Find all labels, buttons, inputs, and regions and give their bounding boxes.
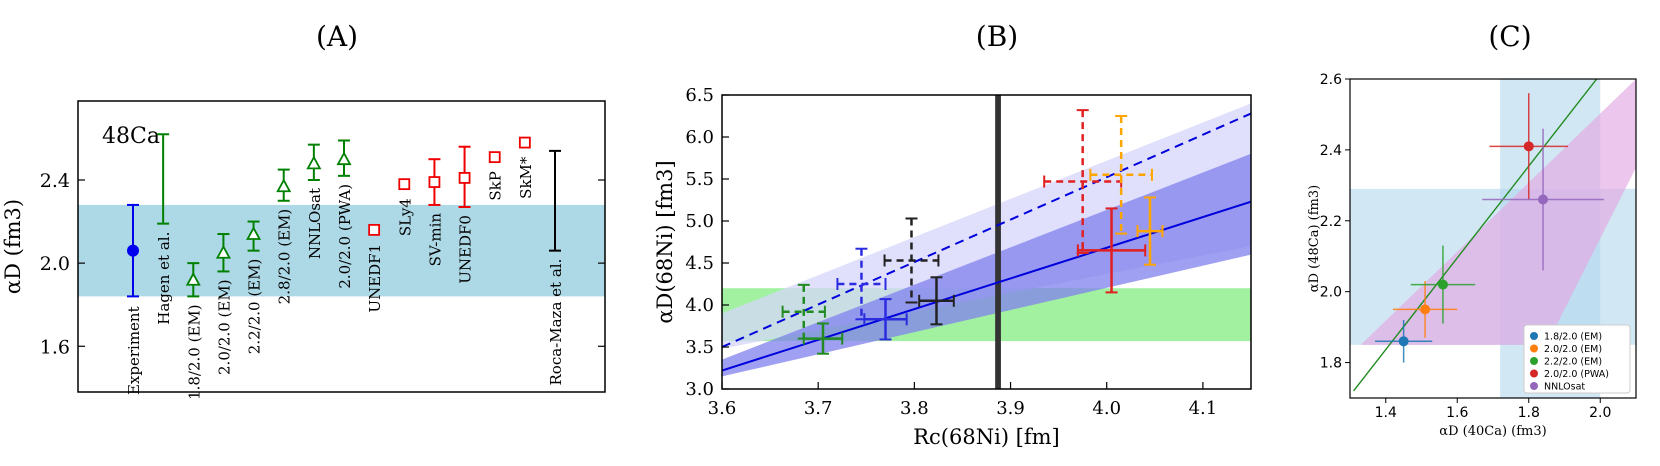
data-point [368, 223, 381, 236]
wedge-band [722, 153, 1251, 377]
data-point [246, 226, 262, 240]
data-point [428, 176, 441, 188]
legend-label: 2.2/2.0 (EM) [1544, 357, 1602, 368]
y-tick-label: 2.4 [1320, 143, 1342, 159]
data-point [1538, 194, 1549, 205]
panel-c-label: (C) [1488, 20, 1531, 53]
y-tick-label: 2.0 [40, 253, 70, 275]
legend-marker [1530, 357, 1538, 365]
annotation-48ca: 48Ca [102, 124, 160, 149]
y-tick-label: 1.8 [1320, 356, 1342, 372]
point-label: SLy4 [396, 198, 414, 236]
y-tick-label: 2.0 [1320, 285, 1342, 301]
panel-c: 1.4 1.6 1.8 2.0 1.8 2.0 2.2 2.4 2.6 αD (40Ca) (fm… [1307, 72, 1637, 439]
y-tick-label: 3.0 [685, 379, 714, 400]
legend-box [1523, 324, 1631, 394]
point-label: SV-min [426, 213, 444, 267]
y-tick-label: 5.0 [685, 211, 714, 232]
legend-label: 1.8/2.0 (EM) [1544, 332, 1602, 343]
y-tick-label: 1.6 [40, 336, 70, 358]
data-point [1398, 336, 1409, 347]
y-tick-label: 6.0 [685, 127, 714, 148]
experiment-band [78, 204, 605, 297]
y-tick-label: 2.2 [1320, 214, 1342, 230]
data-point [276, 178, 292, 193]
point-label: Roca-Maza et al. [547, 259, 565, 386]
y-tick-label: 2.4 [40, 170, 70, 192]
x-tick-label: 3.9 [996, 398, 1025, 419]
panel-a: 1.6 2.0 2.4 αD (fm3) 48Ca Experiment Hagen et … [1, 100, 606, 400]
y-tick-label: 3.5 [685, 337, 714, 358]
panel-b-label: (B) [976, 20, 1018, 53]
legend-marker [1530, 369, 1538, 378]
legend-marker [1530, 344, 1538, 353]
vertical-band [995, 95, 1001, 389]
point-label: Hagen et al. [155, 232, 173, 325]
x-tick-label: 3.6 [708, 398, 737, 419]
data-point [458, 172, 471, 184]
point-label: SkM* [517, 156, 535, 199]
fit-line [722, 112, 1251, 348]
x-tick-label: 3.8 [900, 398, 929, 419]
plot-frame [721, 94, 1252, 390]
data-point [1437, 279, 1448, 290]
data-point [185, 271, 201, 286]
x-axis-label: Rc(68Ni) [fm] [913, 425, 1060, 449]
data-point [488, 151, 501, 164]
data-point [306, 155, 322, 170]
data-point [518, 136, 531, 149]
y-tick-label: 4.0 [685, 295, 714, 316]
legend-marker [1530, 332, 1538, 340]
x-tick-label: 1.8 [1518, 405, 1540, 421]
x-tick-label: 3.7 [804, 398, 833, 419]
point-label: SkP [487, 171, 505, 200]
y-tick-label: 6.5 [685, 85, 714, 106]
y-axis-label: αD (fm3) [1, 199, 25, 294]
x-axis-label: αD (40Ca) (fm3) [1439, 424, 1546, 439]
panel-a-label: (A) [316, 20, 358, 53]
y-axis-label: αD(68Ni) [fm3] [653, 160, 677, 323]
point-label: 2.8/2.0 (EM) [276, 209, 294, 305]
panel-b: 3.6 3.7 3.8 3.9 4.0 4.1 3.0 3.5 4.0 4.5 5.0 5.5 6.0 6… [653, 85, 1252, 449]
data-point [127, 244, 139, 257]
legend-marker [1530, 382, 1538, 390]
y-axis-label: αD (48Ca) (fm3) [1307, 185, 1322, 292]
legend-label: NNLOsat [1544, 382, 1585, 393]
plot-frame [1349, 78, 1637, 399]
point-label: 1.8/2.0 (EM) [185, 304, 203, 400]
y-tick-label: 2.6 [1320, 72, 1342, 88]
point-label: UNEDF0 [457, 215, 475, 284]
point-label: 2.2/2.0 (EM) [246, 259, 264, 355]
point-label: NNLOsat [306, 188, 324, 259]
legend-label: 2.0/2.0 (EM) [1544, 344, 1602, 355]
correlation-band [1350, 79, 1636, 345]
legend-label: 2.0/2.0 (PWA) [1544, 369, 1609, 380]
plot-frame [77, 100, 606, 393]
data-point [215, 244, 231, 259]
data-point [1420, 304, 1431, 315]
x-tick-label: 4.1 [1189, 398, 1218, 419]
y-tick-label: 5.5 [685, 169, 714, 190]
data-point [336, 151, 352, 166]
point-label: 2.0/2.0 (PWA) [336, 184, 354, 289]
x-tick-label: 2.0 [1589, 405, 1611, 421]
data-point [1523, 141, 1534, 152]
x-tick-label: 1.6 [1446, 405, 1468, 421]
wedge-band [722, 103, 1251, 349]
point-label: Experiment [125, 306, 143, 395]
x-tick-label: 1.4 [1375, 405, 1397, 421]
plot-area-b [722, 95, 1251, 389]
y-tick-label: 4.5 [685, 253, 714, 274]
correlation-line [1353, 79, 1598, 392]
point-label: 2.0/2.0 (EM) [215, 279, 233, 375]
data-point [398, 178, 411, 191]
x-tick-label: 4.0 [1092, 398, 1121, 419]
point-label: UNEDF1 [366, 244, 384, 313]
